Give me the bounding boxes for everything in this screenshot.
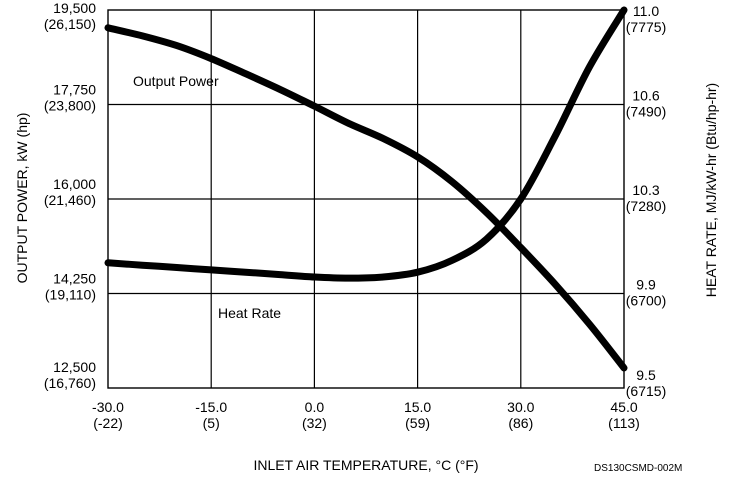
series-line-heat-rate: [104, 6, 628, 282]
x-tick-label-0: -30.0 (-22): [92, 399, 124, 431]
gridlines: [108, 10, 624, 388]
y-right-tick-label-1: 10.6 (7490): [626, 88, 666, 120]
y-left-tick-label-1: 17,750 (23,800): [44, 82, 96, 114]
y-left-tick-label-3: 14,250 (19,110): [45, 271, 96, 303]
left-axis-title: OUTPUT POWER, kW (hp): [14, 113, 30, 284]
x-tick-label-3: 15.0 (59): [404, 399, 431, 431]
x-axis-title: INLET AIR TEMPERATURE, °C (°F): [253, 457, 478, 473]
tick-labels: -30.0 (-22) -15.0 (5) 0.0 (32) 15.0 (59) 30.0 (86…: [44, 0, 666, 431]
y-right-tick-label-0: 11.0 (7775): [626, 3, 666, 35]
x-tick-label-1: -15.0 (5): [195, 399, 227, 431]
x-tick-label-2: 0.0 (32): [302, 399, 327, 431]
y-left-tick-label-0: 19,500 (26,150): [44, 0, 96, 32]
series-line-output-power: [104, 24, 628, 372]
y-right-tick-label-4: 9.5 (6715): [626, 367, 666, 399]
series-layer: [104, 6, 628, 372]
right-axis-title: HEAT RATE, MJ/kW-hr (Btu/hp-hr): [703, 83, 719, 297]
plot-frame: [107, 9, 625, 389]
y-right-tick-label-3: 9.9 (6700): [626, 277, 666, 309]
y-left-tick-label-2: 16,000 (21,460): [44, 176, 96, 208]
y-right-tick-label-2: 10.3 (7280): [626, 182, 666, 214]
annotation-output-power: Output Power: [133, 73, 219, 89]
x-tick-label-5: 45.0 (113): [608, 399, 640, 431]
figure-code: DS130CSMD-002M: [594, 463, 682, 474]
y-left-tick-label-4: 12,500 (16,760): [44, 359, 96, 391]
annotation-heat-rate: Heat Rate: [218, 305, 281, 321]
x-tick-label-4: 30.0 (86): [507, 399, 534, 431]
